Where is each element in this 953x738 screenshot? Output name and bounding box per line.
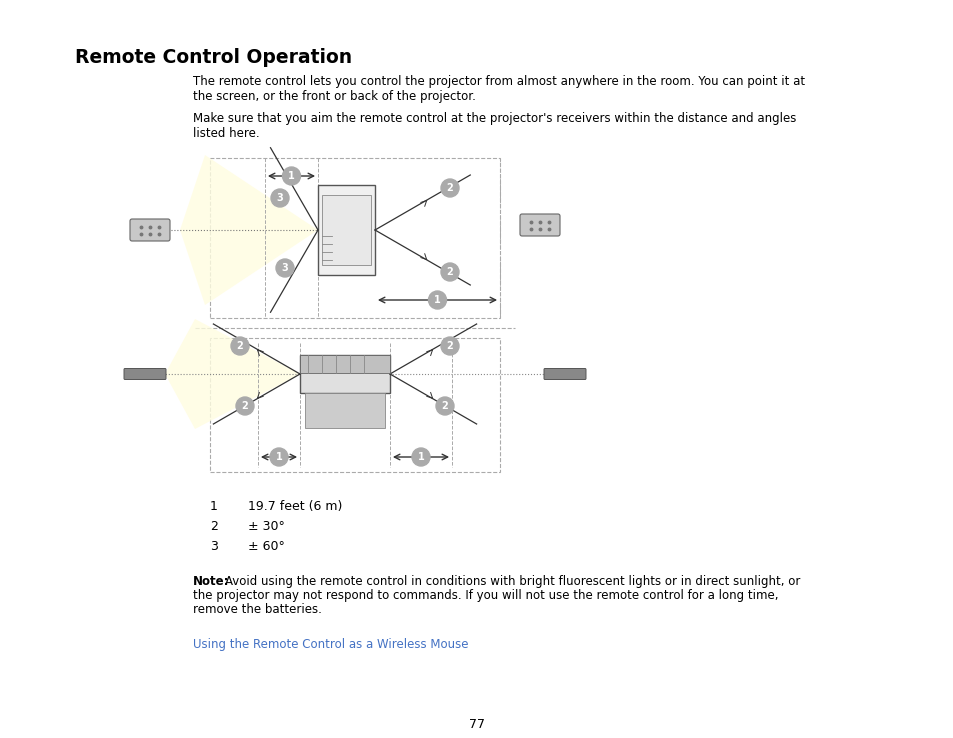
- Text: 2: 2: [210, 520, 217, 533]
- Circle shape: [282, 167, 300, 185]
- Text: Using the Remote Control as a Wireless Mouse: Using the Remote Control as a Wireless M…: [193, 638, 468, 651]
- Text: 2: 2: [241, 401, 248, 411]
- Circle shape: [231, 337, 249, 355]
- Circle shape: [270, 448, 288, 466]
- Circle shape: [440, 263, 458, 281]
- Text: Make sure that you aim the remote control at the projector's receivers within th: Make sure that you aim the remote contro…: [193, 112, 796, 140]
- Text: 1: 1: [288, 171, 294, 181]
- Text: 3: 3: [276, 193, 283, 203]
- Bar: [322, 195, 371, 265]
- Circle shape: [412, 448, 430, 466]
- Text: the projector may not respond to commands. If you will not use the remote contro: the projector may not respond to command…: [193, 589, 778, 602]
- Text: 2: 2: [446, 267, 453, 277]
- Circle shape: [275, 259, 294, 277]
- FancyBboxPatch shape: [519, 214, 559, 236]
- Bar: [317, 185, 375, 275]
- Text: 2: 2: [446, 341, 453, 351]
- Bar: [210, 338, 499, 472]
- Circle shape: [440, 337, 458, 355]
- Text: 2: 2: [441, 401, 448, 411]
- Circle shape: [271, 189, 289, 207]
- Text: ± 30°: ± 30°: [248, 520, 285, 533]
- Bar: [210, 158, 499, 318]
- Circle shape: [440, 179, 458, 197]
- Text: The remote control lets you control the projector from almost anywhere in the ro: The remote control lets you control the …: [193, 75, 804, 103]
- Text: Note:: Note:: [193, 575, 230, 588]
- Polygon shape: [165, 319, 299, 429]
- Polygon shape: [180, 155, 317, 305]
- Text: 77: 77: [469, 718, 484, 731]
- Text: 19.7 feet (6 m): 19.7 feet (6 m): [248, 500, 342, 513]
- Text: 1: 1: [210, 500, 217, 513]
- Circle shape: [436, 397, 454, 415]
- Bar: [299, 355, 390, 373]
- Text: Avoid using the remote control in conditions with bright fluorescent lights or i: Avoid using the remote control in condit…: [225, 575, 800, 588]
- FancyBboxPatch shape: [130, 219, 170, 241]
- Text: 2: 2: [446, 183, 453, 193]
- Circle shape: [428, 291, 446, 309]
- Bar: [299, 355, 390, 393]
- Text: 3: 3: [210, 540, 217, 553]
- Text: 1: 1: [434, 295, 440, 305]
- Text: remove the batteries.: remove the batteries.: [193, 603, 321, 616]
- FancyBboxPatch shape: [124, 368, 166, 379]
- Text: 2: 2: [236, 341, 243, 351]
- Text: 1: 1: [417, 452, 424, 462]
- FancyBboxPatch shape: [543, 368, 585, 379]
- Circle shape: [235, 397, 253, 415]
- Text: ± 60°: ± 60°: [248, 540, 285, 553]
- Bar: [305, 393, 385, 428]
- Text: 1: 1: [275, 452, 282, 462]
- Text: Remote Control Operation: Remote Control Operation: [75, 48, 352, 67]
- Text: 3: 3: [281, 263, 288, 273]
